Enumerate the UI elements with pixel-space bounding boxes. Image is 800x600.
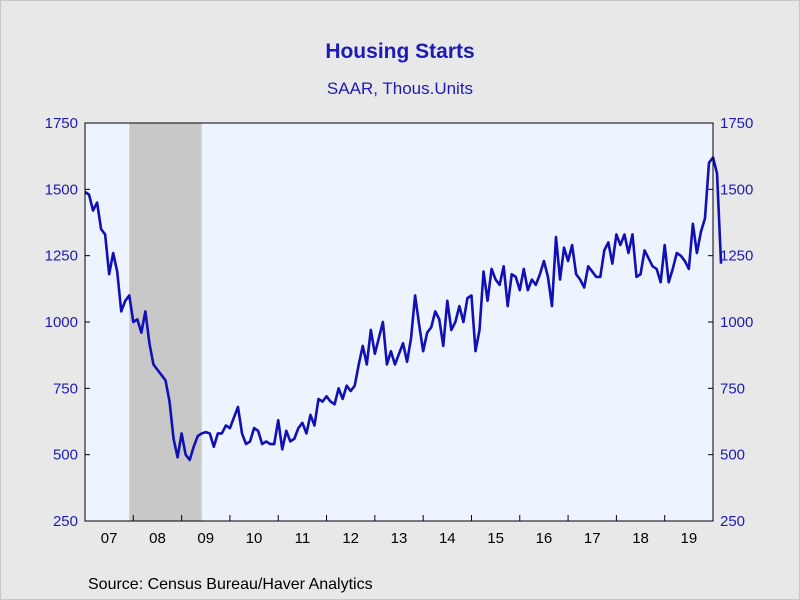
x-tick-label: 18 <box>632 530 649 547</box>
x-tick-label: 07 <box>101 530 118 547</box>
x-tick-label: 16 <box>536 530 553 547</box>
x-tick-label: 19 <box>681 530 698 547</box>
y-tick-label-right: 1000 <box>720 314 753 331</box>
y-tick-label-right: 1750 <box>720 115 753 132</box>
x-tick-label: 17 <box>584 530 601 547</box>
recession-shading <box>129 123 202 521</box>
y-tick-label-right: 750 <box>720 380 745 397</box>
source-note: Source: Census Bureau/Haver Analytics <box>88 576 373 593</box>
y-tick-label-left: 750 <box>53 380 78 397</box>
y-tick-label-right: 1250 <box>720 248 753 265</box>
x-tick-label: 14 <box>439 530 456 547</box>
x-tick-label: 09 <box>197 530 214 547</box>
y-tick-label-left: 500 <box>53 447 78 464</box>
x-tick-label: 12 <box>342 530 359 547</box>
x-tick-label: 15 <box>487 530 504 547</box>
y-tick-label-left: 250 <box>53 513 78 530</box>
series-line <box>84 156 723 462</box>
y-tick-label-right: 500 <box>720 447 745 464</box>
y-tick-label-right: 250 <box>720 513 745 530</box>
chart-subtitle: SAAR, Thous.Units <box>326 79 474 98</box>
chart-title: Housing Starts <box>325 40 475 63</box>
y-tick-label-left: 1000 <box>45 314 78 331</box>
y-tick-label-right: 1500 <box>720 181 753 198</box>
y-tick-label-left: 1500 <box>45 181 78 198</box>
y-tick-label-left: 1250 <box>45 248 78 265</box>
plot-border <box>84 122 714 522</box>
x-tick-label: 11 <box>295 530 311 547</box>
x-tick-label: 13 <box>391 530 408 547</box>
x-tick-label: 10 <box>246 530 263 547</box>
y-tick-label-left: 1750 <box>45 115 78 132</box>
x-tick-label: 08 <box>149 530 166 547</box>
